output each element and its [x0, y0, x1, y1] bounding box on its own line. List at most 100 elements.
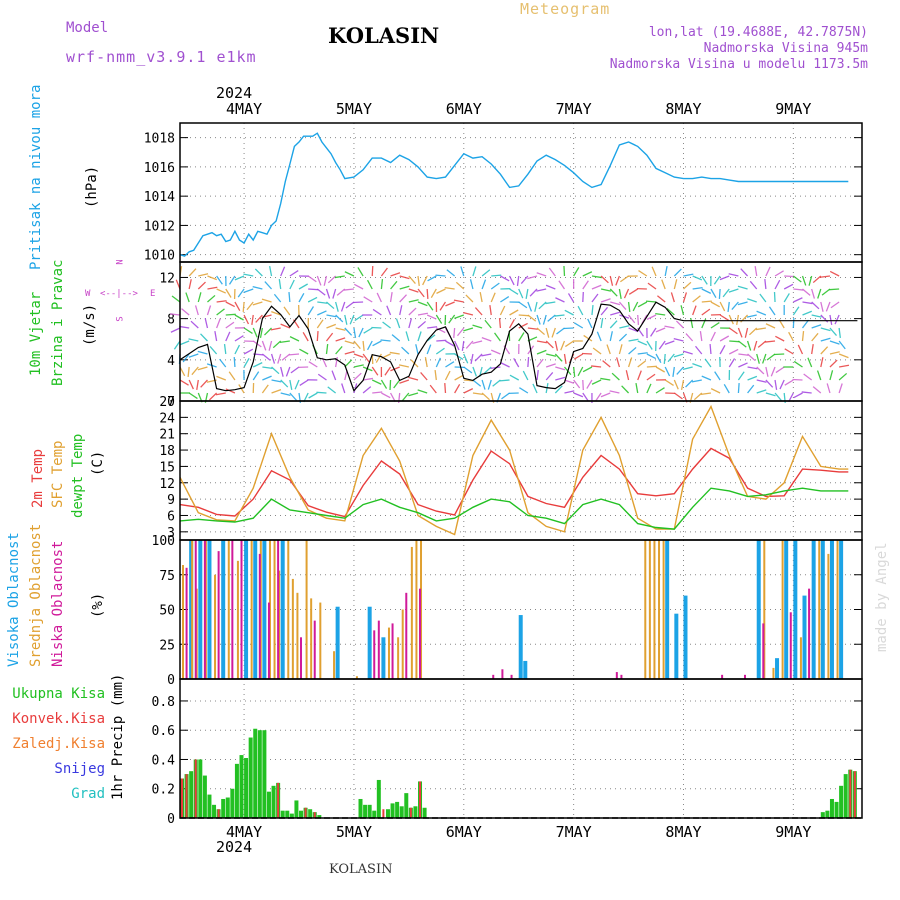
pressure-title: Pritisak na nivou mora	[28, 84, 44, 270]
bar-niska-oblacnost	[510, 674, 513, 679]
wind-barb	[748, 327, 758, 336]
wind-barb	[646, 300, 657, 303]
y-tick-label: 12	[159, 477, 175, 492]
wind-barb	[829, 359, 838, 368]
wind-barb	[289, 336, 300, 342]
wind-barb	[234, 335, 244, 342]
precip-total-label: Ukupna Kisa	[12, 686, 105, 702]
wind-barb	[556, 327, 565, 335]
wind-barb	[225, 331, 231, 342]
wind-barb	[655, 312, 666, 316]
year-bottom: 2024	[216, 838, 253, 856]
wind-barb	[280, 266, 286, 277]
bar-srednja-oblacnost	[658, 540, 661, 679]
wind-barb	[728, 273, 739, 277]
wind-barb	[188, 268, 197, 277]
bar-srednja-oblacnost	[296, 592, 299, 679]
y-tick-label: 8	[167, 313, 175, 328]
wind-barb	[527, 356, 530, 368]
wind-barb	[731, 301, 739, 310]
wind-barb	[513, 358, 520, 368]
wind-barb	[582, 291, 584, 303]
wind-barb	[327, 386, 337, 394]
bar-visoka-oblacnost	[820, 540, 825, 679]
wind-barb	[664, 325, 675, 329]
day-label-top: 6MAY	[446, 100, 482, 118]
wind-barb	[701, 288, 712, 294]
y-tick-label: 9	[167, 493, 175, 508]
wind-barb	[278, 279, 282, 290]
wind-barb	[289, 379, 293, 390]
wind-barb	[527, 327, 538, 330]
wind-barb	[426, 314, 437, 320]
wind-barb	[357, 267, 364, 277]
wind-barb	[812, 275, 822, 284]
bar-ukupna-kisa	[413, 806, 418, 818]
bar-visoka-oblacnost	[262, 540, 267, 679]
wind-barb	[627, 357, 633, 368]
wind-barb	[546, 353, 557, 357]
wind-barb	[673, 279, 678, 290]
wind-barb	[207, 275, 218, 281]
bar-visoka-oblacnost	[518, 615, 523, 679]
wind-barb	[233, 356, 236, 368]
wind-barb	[722, 288, 730, 298]
wind-barb	[520, 275, 529, 284]
wind-barb	[765, 266, 771, 277]
wind-barb	[334, 275, 345, 279]
wind-barb	[417, 389, 428, 394]
bar-ukupna-kisa	[189, 771, 194, 818]
wind-barb	[667, 353, 675, 363]
wind-barb	[252, 371, 260, 381]
wind-barb	[646, 314, 657, 320]
wind-barb	[381, 392, 391, 399]
wind-barb	[606, 344, 611, 355]
wind-barb	[279, 340, 290, 344]
wind-barb	[729, 340, 740, 343]
bar-niska-oblacnost	[721, 674, 724, 679]
wind-barb	[281, 353, 291, 361]
wind-barb	[262, 375, 272, 381]
wind-barb	[714, 371, 721, 381]
wind-barb	[316, 391, 327, 394]
bar-srednja-oblacnost	[319, 602, 322, 679]
bar-ukupna-kisa	[825, 810, 830, 818]
bar-visoka-oblacnost	[683, 595, 688, 679]
wind-barb	[554, 353, 563, 362]
wind-barb	[700, 392, 712, 396]
precip-conv-label: Konvek.Kisa	[12, 711, 105, 727]
wind-barb	[820, 357, 824, 368]
wind-barb	[623, 288, 630, 299]
bar-ukupna-kisa	[234, 763, 239, 818]
wind-barb	[426, 344, 432, 355]
compass-e: E	[150, 289, 156, 299]
y-tick-label: 18	[159, 444, 175, 459]
wind-barb	[472, 392, 483, 396]
wind-barb	[691, 379, 702, 383]
bar-niska-oblacnost	[194, 540, 197, 679]
wind-barb	[170, 327, 181, 333]
wind-barb	[380, 278, 384, 290]
wind-barb	[719, 314, 729, 321]
wind-barb	[481, 269, 491, 277]
wind-barb	[564, 340, 575, 348]
bar-niska-oblacnost	[762, 623, 765, 679]
wind-barb	[435, 274, 446, 277]
wind-barb	[207, 286, 218, 290]
wind-barb	[289, 270, 299, 277]
wind-barb	[454, 314, 465, 320]
wind-barb	[545, 301, 556, 305]
wind-barb	[436, 327, 446, 334]
wind-barb	[564, 390, 575, 394]
precip-graupel-label: Grad	[71, 786, 105, 802]
wind-barb	[408, 376, 419, 381]
wind-barb	[326, 314, 337, 318]
wind-barb	[426, 301, 434, 311]
wind-barb	[179, 366, 186, 377]
wind-barb	[516, 275, 520, 287]
wind-barb	[316, 330, 319, 342]
wind-barb	[280, 392, 291, 397]
day-label-top: 9MAY	[775, 100, 811, 118]
wind-barb	[756, 310, 767, 316]
wind-barb	[353, 283, 364, 290]
